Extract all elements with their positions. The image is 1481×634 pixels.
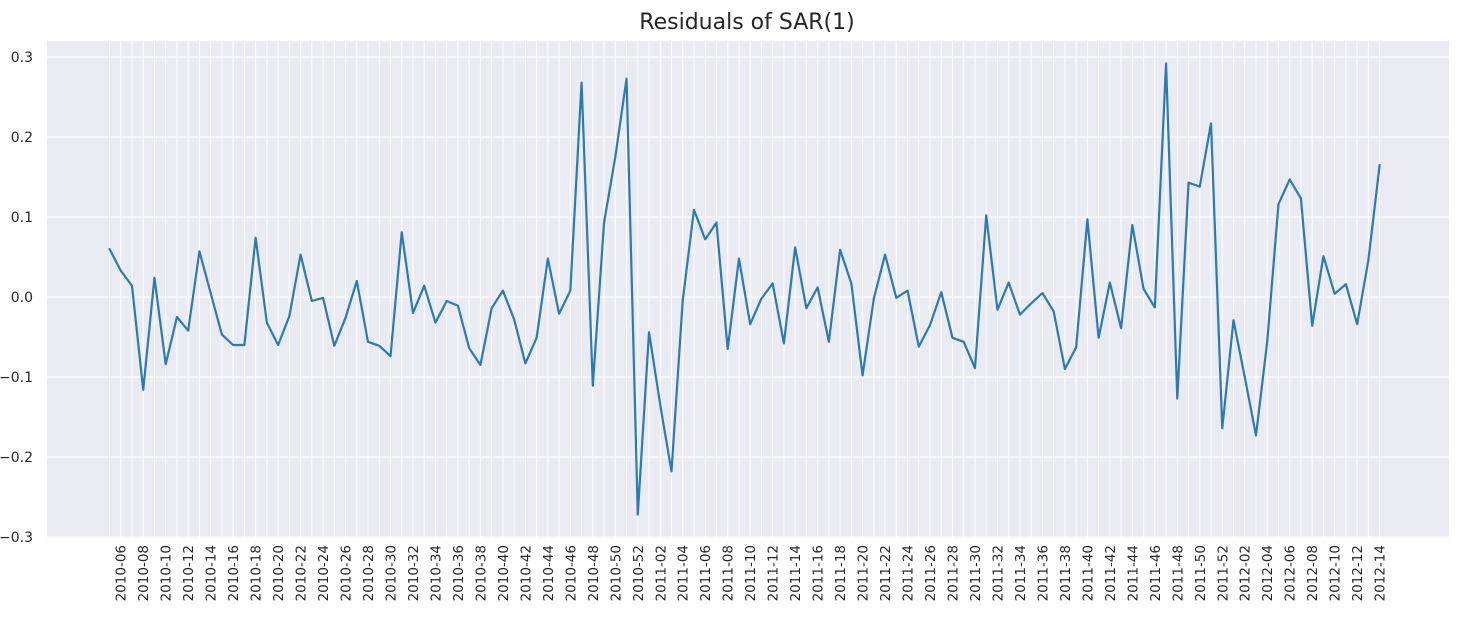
- x-tick-label: 2010-06: [114, 545, 130, 601]
- x-tick-label: 2012-10: [1328, 545, 1344, 601]
- x-tick-label: 2011-36: [1035, 545, 1051, 601]
- x-tick-label: 2011-30: [968, 545, 984, 601]
- x-tick-label: 2011-34: [1013, 545, 1029, 601]
- x-tick-label: 2010-40: [496, 545, 512, 601]
- x-tick-label: 2010-14: [204, 545, 220, 601]
- y-tick-label: −0.2: [0, 450, 33, 466]
- x-tick-label: 2010-26: [339, 545, 355, 601]
- x-tick-label: 2011-22: [878, 545, 894, 601]
- x-tick-label: 2011-02: [653, 545, 669, 601]
- x-tick-label: 2010-42: [518, 545, 534, 601]
- x-gridlines: [109, 41, 1381, 538]
- x-tick-label: 2010-10: [159, 545, 175, 601]
- x-tick-label: 2010-34: [428, 545, 444, 601]
- plot-area: [47, 41, 1449, 538]
- x-tick-label: 2010-24: [316, 545, 332, 601]
- x-tick-label: 2010-30: [384, 545, 400, 601]
- x-tick-label: 2011-18: [833, 545, 849, 601]
- x-tick-label: 2010-46: [563, 545, 579, 601]
- x-tick-label: 2011-04: [676, 545, 692, 601]
- y-axis-ticks: −0.3 −0.2 −0.1 0.0 0.1 0.2 0.3: [0, 50, 33, 546]
- x-tick-label: 2011-46: [1148, 545, 1164, 601]
- x-tick-label: 2011-28: [946, 545, 962, 601]
- x-tick-label: 2010-18: [249, 545, 265, 601]
- x-axis-ticks: 2010-06 2010-08 2010-10 2010-12 2010-14 2010-…: [114, 545, 1389, 601]
- y-tick-label: −0.3: [0, 530, 33, 546]
- x-tick-label: 2011-14: [788, 545, 804, 601]
- x-tick-label: 2011-42: [1103, 545, 1119, 601]
- x-tick-label: 2011-44: [1125, 545, 1141, 601]
- x-tick-label: 2012-06: [1283, 545, 1299, 601]
- x-tick-label: 2011-32: [990, 545, 1006, 601]
- y-tick-label: −0.1: [0, 370, 33, 386]
- x-tick-label: 2012-08: [1305, 545, 1321, 601]
- residuals-series-line: [108, 62, 1381, 516]
- y-tick-label: 0.2: [11, 130, 33, 146]
- x-tick-label: 2010-22: [294, 545, 310, 601]
- x-tick-label: 2010-28: [361, 545, 377, 601]
- y-tick-label: 0.3: [11, 50, 33, 66]
- x-tick-label: 2011-40: [1080, 545, 1096, 601]
- x-tick-label: 2010-36: [451, 545, 467, 601]
- x-tick-label: 2011-20: [856, 545, 872, 601]
- x-tick-label: 2010-16: [226, 545, 242, 601]
- x-tick-label: 2010-38: [473, 545, 489, 601]
- chart-title: Residuals of SAR(1): [639, 10, 854, 35]
- x-tick-label: 2010-48: [586, 545, 602, 601]
- x-tick-label: 2011-50: [1193, 545, 1209, 601]
- x-tick-label: 2010-08: [136, 545, 152, 601]
- x-tick-label: 2012-14: [1373, 545, 1389, 601]
- x-tick-label: 2011-12: [766, 545, 782, 601]
- x-tick-label: 2011-08: [721, 545, 737, 601]
- x-tick-label: 2011-48: [1170, 545, 1186, 601]
- x-tick-label: 2010-44: [541, 545, 557, 601]
- x-tick-label: 2010-20: [271, 545, 287, 601]
- x-tick-label: 2010-50: [608, 545, 624, 601]
- x-tick-label: 2011-52: [1215, 545, 1231, 601]
- x-tick-label: 2011-10: [743, 545, 759, 601]
- x-tick-label: 2010-12: [181, 545, 197, 601]
- x-tick-label: 2012-04: [1260, 545, 1276, 601]
- x-tick-label: 2010-32: [406, 545, 422, 601]
- x-tick-label: 2011-38: [1058, 545, 1074, 601]
- x-tick-label: 2011-16: [811, 545, 827, 601]
- x-tick-label: 2012-02: [1238, 545, 1254, 601]
- y-tick-label: 0.0: [11, 290, 33, 306]
- x-tick-label: 2011-06: [698, 545, 714, 601]
- x-tick-label: 2011-26: [923, 545, 939, 601]
- x-tick-label: 2012-12: [1350, 545, 1366, 601]
- x-tick-label: 2010-52: [631, 545, 647, 601]
- x-tick-label: 2011-24: [901, 545, 917, 601]
- y-tick-label: 0.1: [11, 210, 33, 226]
